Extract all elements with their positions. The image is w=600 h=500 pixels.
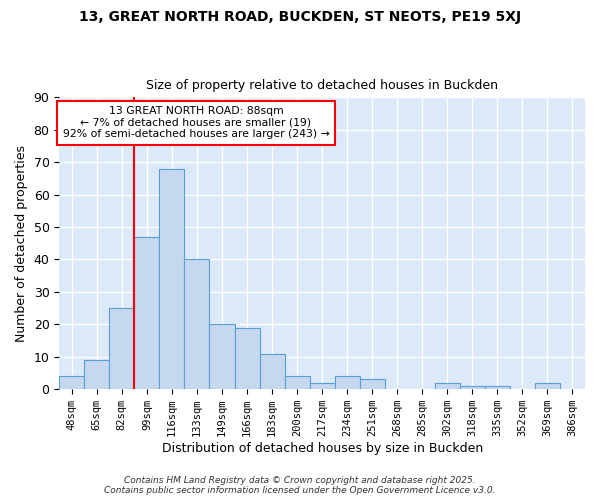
Bar [109,308,134,389]
Text: 13 GREAT NORTH ROAD: 88sqm
← 7% of detached houses are smaller (19)
92% of semi-: 13 GREAT NORTH ROAD: 88sqm ← 7% of detac… [62,106,329,140]
Bar [134,237,160,389]
Bar [460,386,485,389]
Bar [435,382,460,389]
Title: Size of property relative to detached houses in Buckden: Size of property relative to detached ho… [146,79,498,92]
Bar [310,382,335,389]
Bar [235,328,260,389]
Bar [535,382,560,389]
Text: 13, GREAT NORTH ROAD, BUCKDEN, ST NEOTS, PE19 5XJ: 13, GREAT NORTH ROAD, BUCKDEN, ST NEOTS,… [79,10,521,24]
Bar [85,360,109,389]
Bar [209,324,235,389]
X-axis label: Distribution of detached houses by size in Buckden: Distribution of detached houses by size … [161,442,483,455]
Bar [184,260,209,389]
Bar [160,168,184,389]
Text: Contains HM Land Registry data © Crown copyright and database right 2025.
Contai: Contains HM Land Registry data © Crown c… [104,476,496,495]
Bar [260,354,284,389]
Bar [359,380,385,389]
Bar [284,376,310,389]
Y-axis label: Number of detached properties: Number of detached properties [15,145,28,342]
Bar [59,376,85,389]
Bar [485,386,510,389]
Bar [335,376,359,389]
